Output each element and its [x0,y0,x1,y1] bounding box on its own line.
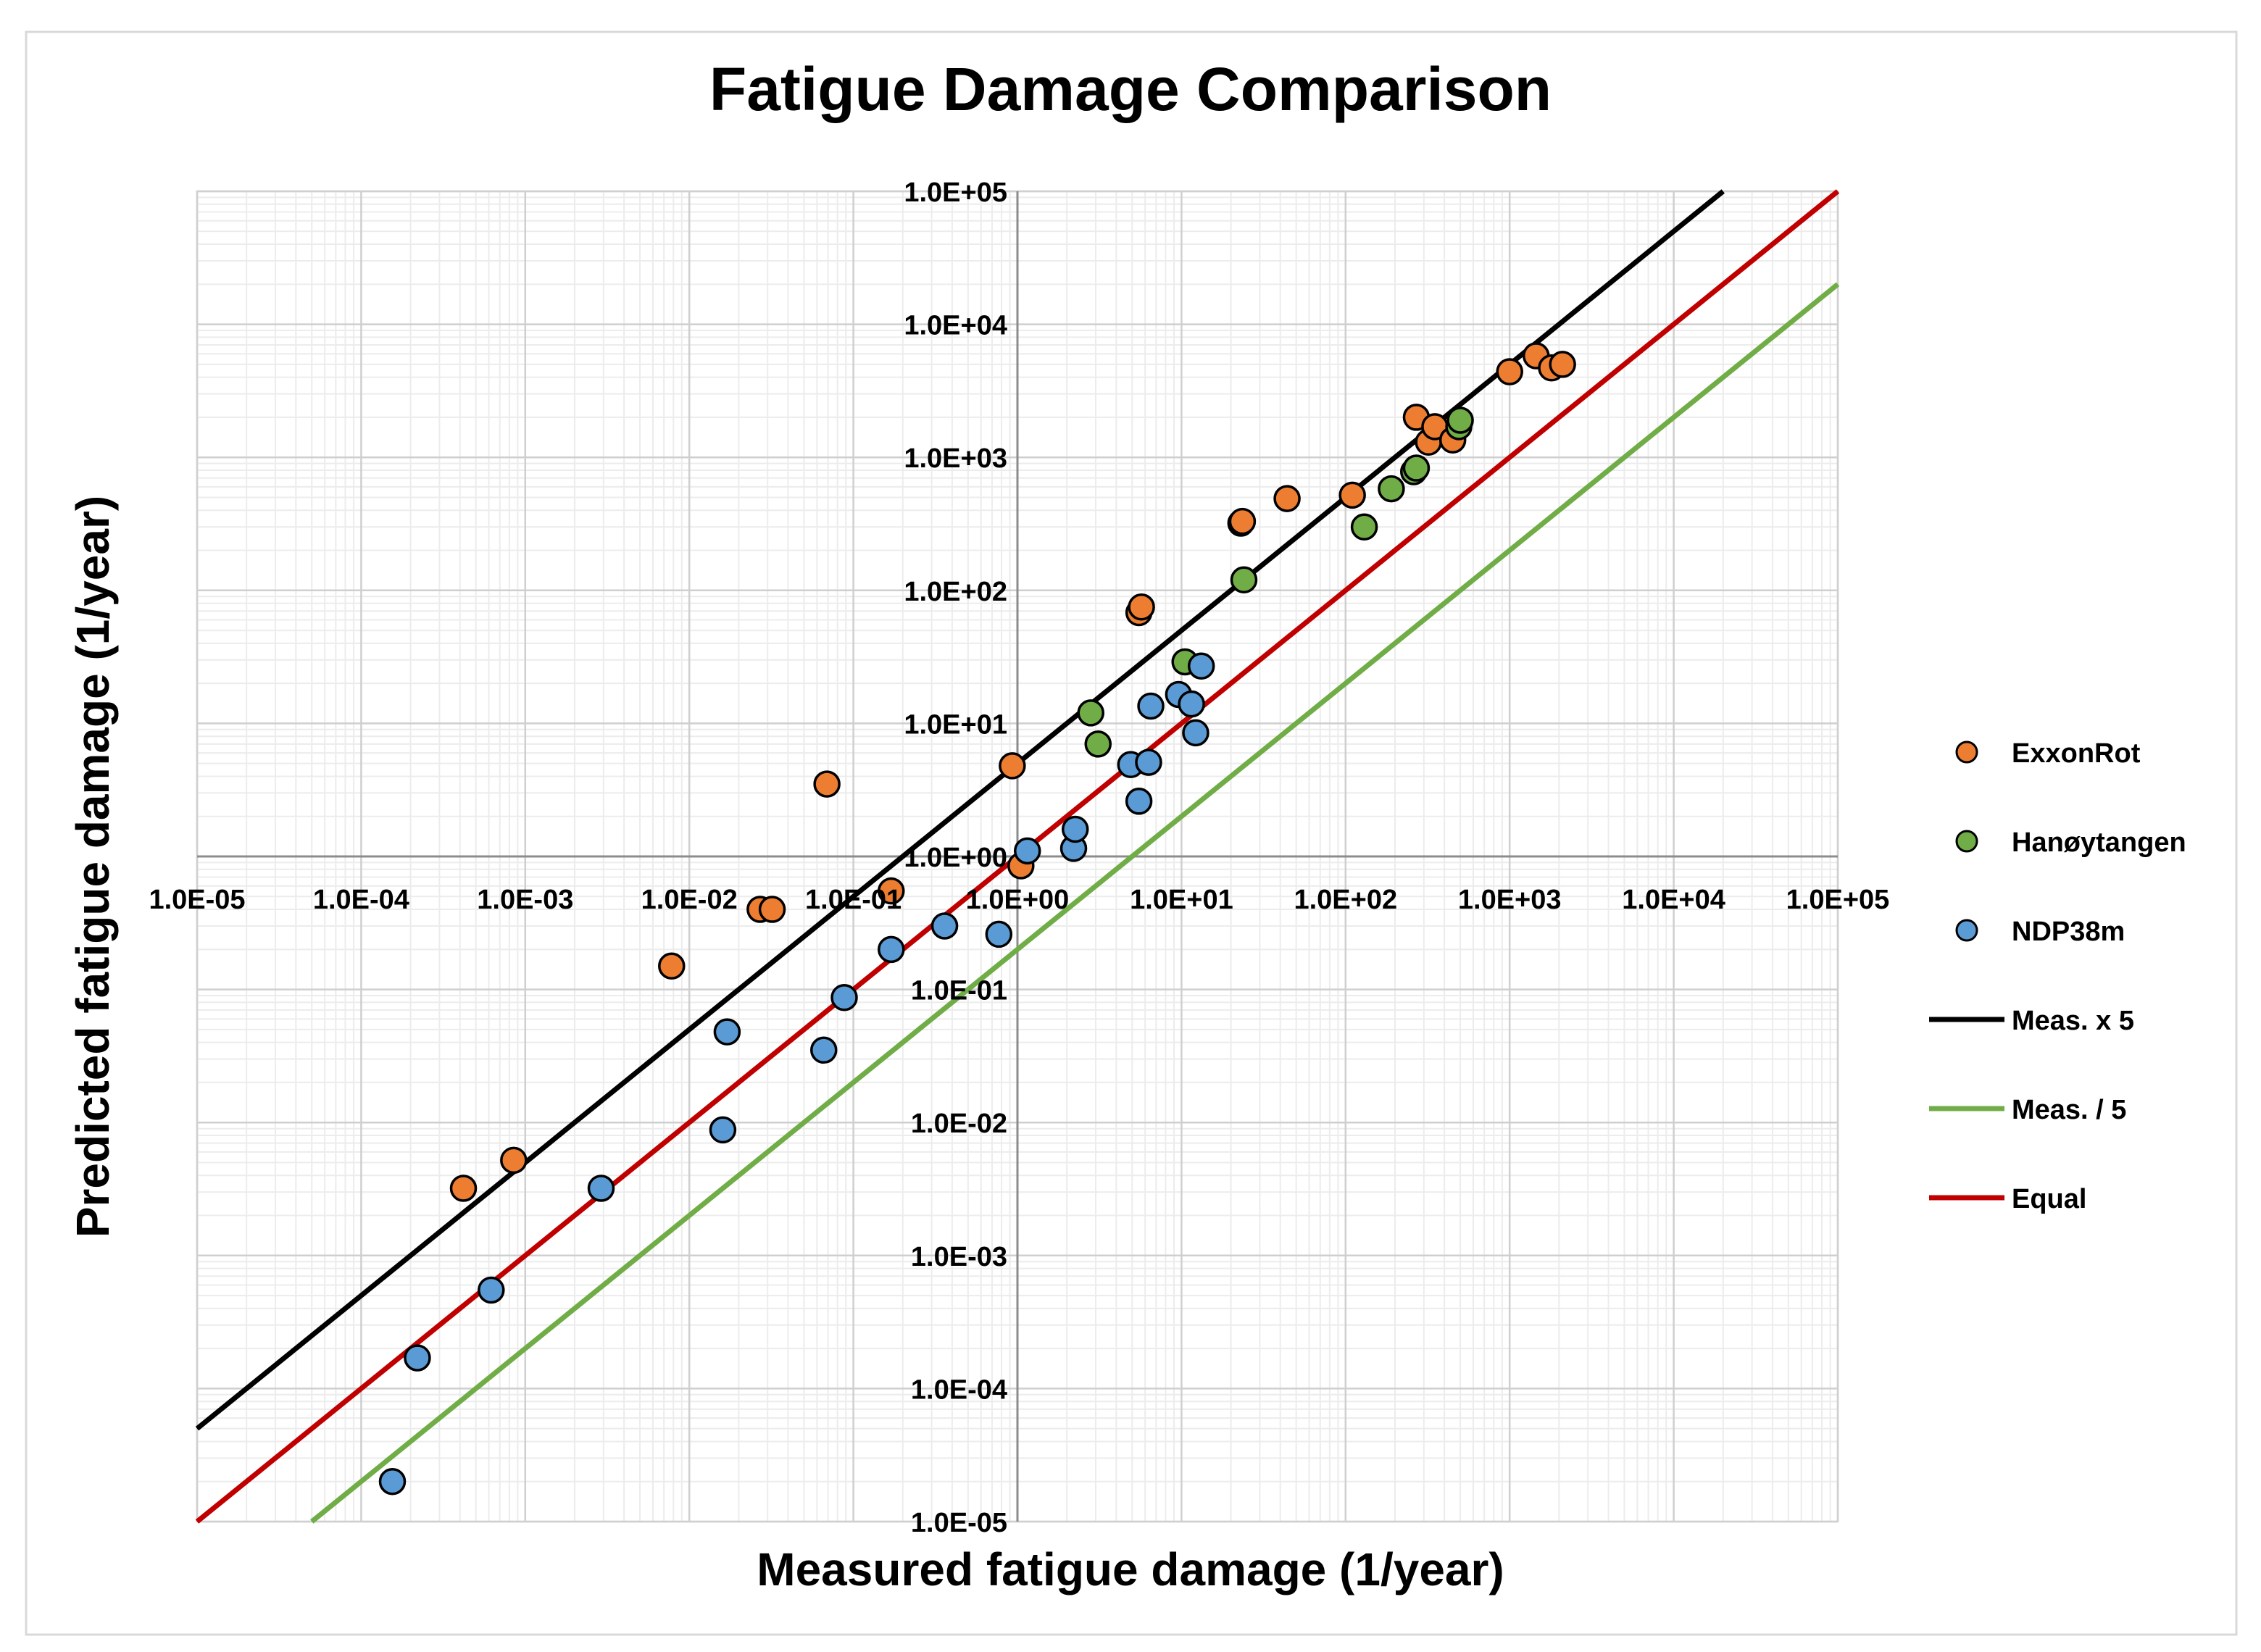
y-tick-label: 1.0E-05 [911,1508,1007,1538]
legend: ExxonRot Hanøytangen NDP38m Meas. x 5 Meas. … [1929,738,2186,1214]
legend-item-equal: Equal [1929,1184,2086,1214]
legend-label-exxonrot: ExxonRot [2012,738,2141,769]
data-point-exxonrot [813,770,841,798]
legend-label-equal: Equal [2012,1184,2086,1214]
data-point-exxonrot [658,952,686,980]
y-tick-label: 1.0E+05 [904,178,1007,208]
legend-item-han-ytangen: Hanøytangen [1955,827,2186,858]
y-tick-label: 1.0E+03 [904,443,1007,474]
legend-label-meas-x-5: Meas. x 5 [2012,1006,2134,1036]
legend-item-ndp38m: NDP38m [1955,917,2125,947]
y-tick-label: 1.0E-03 [911,1242,1007,1272]
data-point-ndp38m [1061,815,1089,843]
legend-label-ndp38m: NDP38m [2012,917,2125,947]
series-line-meas-x-5 [195,189,1725,1431]
x-tick-label: 1.0E+04 [1622,885,1725,915]
legend-marker-exxonrot [1955,741,1978,764]
grid [196,190,1839,1523]
x-axis-title: Measured fatigue damage (1/year) [757,1543,1504,1595]
data-point-ndp38m [587,1175,615,1202]
data-point-ndp38m [378,1467,407,1495]
data-point-han-ytangen [1230,566,1258,594]
data-point-exxonrot [500,1146,528,1175]
series-line-meas-5 [310,282,1840,1524]
data-point-ndp38m [1013,837,1041,865]
data-point-exxonrot [1128,593,1155,621]
x-tick-label: 1.0E+03 [1458,885,1562,915]
data-point-ndp38m [878,935,905,964]
data-point-han-ytangen [1084,730,1112,758]
x-tick-label: 1.0E+02 [1294,885,1397,915]
y-tick-label: 1.0E-01 [911,976,1007,1006]
x-tick-label: 1.0E-04 [313,885,409,915]
data-point-han-ytangen [1378,475,1405,503]
tick-labels: 1.0E-05 1.0E-04 1.0E-03 1.0E-02 1.0E-01 1.0E+… [149,178,1889,1538]
data-point-ndp38m [713,1018,741,1046]
data-point-han-ytangen [1350,513,1378,541]
chart-border [25,30,2238,1636]
y-tick-label: 1.0E-04 [911,1374,1007,1405]
legend-item-exxonrot: ExxonRot [1955,738,2141,769]
y-axis-title: Predicted fatigue damage (1/year) [67,496,119,1238]
legend-item-meas-5: Meas. / 5 [1929,1095,2126,1125]
y-tick-label: 1.0E+00 [904,843,1007,873]
data-point-han-ytangen [1402,454,1431,482]
data-point-ndp38m [1135,748,1162,776]
legend-label-han-ytangen: Hanøytangen [2012,827,2186,858]
data-point-han-ytangen [1446,406,1474,434]
data-point-ndp38m [709,1116,737,1144]
chart-title: Fatigue Damage Comparison [709,55,1552,123]
data-point-ndp38m [1187,652,1215,680]
data-point-exxonrot [449,1175,478,1202]
data-point-exxonrot [1549,351,1576,378]
data-point-ndp38m [1178,690,1205,718]
data-point-exxonrot [1273,485,1301,512]
y-tick-label: 1.0E+02 [904,577,1007,607]
data-point-ndp38m [1125,788,1153,815]
legend-item-meas-x-5: Meas. x 5 [1929,1006,2134,1036]
x-tick-label: 1.0E-03 [477,885,573,915]
data-point-ndp38m [404,1344,431,1372]
y-tick-label: 1.0E+01 [904,709,1007,740]
y-tick-label: 1.0E-02 [911,1109,1007,1139]
data-point-exxonrot [1228,507,1257,535]
data-point-ndp38m [1137,692,1165,720]
y-tick-label: 1.0E+04 [904,311,1007,341]
legend-marker-ndp38m [1955,919,1978,942]
data-point-exxonrot [999,752,1026,780]
data-point-ndp38m [930,912,959,940]
data-point-exxonrot [758,896,786,923]
x-tick-label: 1.0E-01 [805,885,902,915]
data-point-exxonrot [1496,358,1523,385]
data-points [378,342,1576,1495]
data-point-ndp38m [985,920,1013,948]
data-point-exxonrot [1338,481,1366,509]
legend-label-meas-5: Meas. / 5 [2012,1095,2126,1125]
data-point-han-ytangen [1077,699,1104,727]
x-tick-label: 1.0E-02 [641,885,738,915]
legend-marker-han-ytangen [1955,830,1978,853]
x-tick-label: 1.0E+05 [1786,885,1890,915]
x-tick-label: 1.0E-05 [149,885,245,915]
x-tick-label: 1.0E+01 [1130,885,1233,915]
data-point-ndp38m [830,983,858,1011]
data-point-ndp38m [809,1036,838,1064]
data-point-ndp38m [478,1276,505,1304]
x-tick-label: 1.0E+00 [966,885,1070,915]
data-point-ndp38m [1182,719,1209,747]
data-point-exxonrot [878,877,905,905]
